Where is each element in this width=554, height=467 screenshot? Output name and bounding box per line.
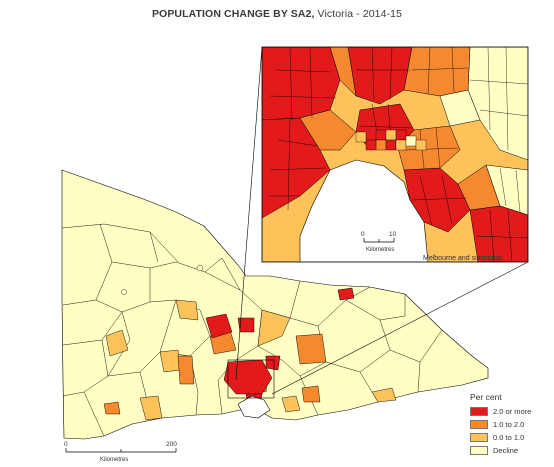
inset-caption: Melbourne and surrounds: [423, 255, 503, 262]
main-scale-end: 200: [166, 441, 177, 448]
inset-scale-end: 10: [389, 231, 397, 238]
map-title: POPULATION CHANGE BY SA2, Victoria - 201…: [0, 8, 554, 20]
inset-scale-unit: Kilometres: [366, 247, 394, 253]
map-title-rest: Victoria - 2014-15: [314, 8, 403, 20]
victoria-main-map: [61, 169, 489, 440]
inset-scale-start: 0: [361, 231, 365, 238]
legend-title: Per cent: [470, 392, 502, 402]
inset-connector-lines: [235, 46, 529, 395]
legend-label: 2.0 or more: [493, 407, 532, 416]
legend-item: 2.0 or more: [470, 405, 550, 418]
inset-port-phillip-bay: [299, 159, 429, 262]
inset-region-mid: [299, 109, 357, 151]
main-scale-bar: [65, 448, 177, 453]
legend-item: 1.0 to 2.0: [470, 418, 550, 431]
main-scale-start: 0: [64, 441, 68, 448]
lake-shape: [196, 264, 204, 272]
legend-swatch: [470, 433, 488, 442]
inset-region-high: [262, 47, 341, 121]
melbourne-inset: 0 10 Kilometres Melbourne and surrounds: [261, 46, 529, 263]
inset-region-mid: [457, 164, 501, 211]
legend-swatch: [470, 446, 488, 455]
map-title-bold: POPULATION CHANGE BY SA2,: [151, 8, 315, 20]
victoria-outline: [61, 169, 489, 440]
inset-frame: [261, 46, 529, 263]
legend-item: 0.0 to 1.0: [470, 431, 550, 444]
inset-region-mid: [403, 47, 471, 97]
inset-region-decline: [439, 89, 481, 127]
sa2-regions-low-growth: [105, 299, 397, 421]
port-phillip-bay: [237, 395, 271, 419]
legend-label: 1.0 to 2.0: [493, 420, 525, 429]
legend-items: 2.0 or more 1.0 to 2.0 0.0 to 1.0 Declin…: [470, 405, 550, 457]
main-scale-unit: Kilometres: [100, 457, 128, 463]
inset-region-mid: [329, 47, 357, 97]
lake-shape: [121, 289, 127, 295]
legend: Per cent 2.0 or more 1.0 to 2.0 0.0 to 1…: [470, 392, 550, 457]
inset-scale-bar: [363, 238, 395, 243]
legend-swatch: [470, 420, 488, 429]
legend-item: Decline: [470, 444, 550, 457]
inset-region-high: [469, 205, 528, 262]
inset-extent-box: [227, 359, 275, 399]
sa2-regions-high-growth: [205, 287, 355, 405]
legend-label: 0.0 to 1.0: [493, 433, 525, 442]
inset-inner-city-blocks: [355, 129, 427, 151]
legend-swatch: [470, 407, 488, 416]
legend-label: Decline: [493, 446, 519, 455]
